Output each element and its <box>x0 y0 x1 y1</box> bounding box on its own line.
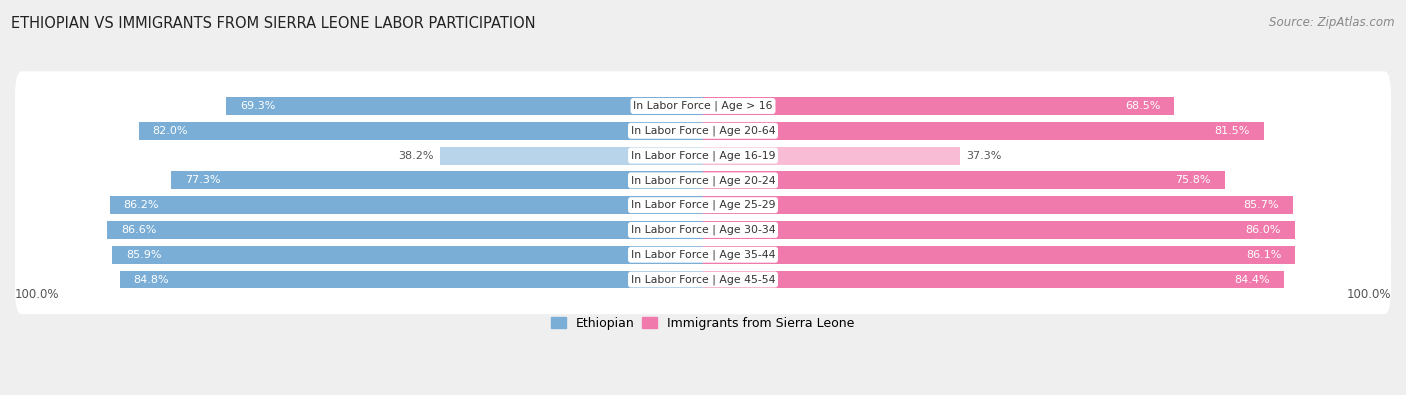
Text: 77.3%: 77.3% <box>186 175 221 185</box>
Text: In Labor Force | Age 35-44: In Labor Force | Age 35-44 <box>631 250 775 260</box>
Text: 86.6%: 86.6% <box>121 225 156 235</box>
Bar <box>703 246 1295 263</box>
Text: 85.9%: 85.9% <box>125 250 162 260</box>
Text: 100.0%: 100.0% <box>15 288 59 301</box>
Text: In Labor Force | Age 30-34: In Labor Force | Age 30-34 <box>631 225 775 235</box>
Legend: Ethiopian, Immigrants from Sierra Leone: Ethiopian, Immigrants from Sierra Leone <box>546 312 860 335</box>
Bar <box>226 97 703 115</box>
Bar <box>703 122 1264 140</box>
Text: 38.2%: 38.2% <box>398 150 433 161</box>
Text: 82.0%: 82.0% <box>153 126 188 136</box>
Text: 81.5%: 81.5% <box>1215 126 1250 136</box>
Text: In Labor Force | Age 16-19: In Labor Force | Age 16-19 <box>631 150 775 161</box>
Bar <box>107 221 703 239</box>
Text: 100.0%: 100.0% <box>1347 288 1391 301</box>
Text: 75.8%: 75.8% <box>1175 175 1211 185</box>
Bar <box>139 122 703 140</box>
Bar <box>120 271 703 288</box>
Text: 85.7%: 85.7% <box>1243 200 1279 210</box>
Bar <box>440 147 703 164</box>
Text: Source: ZipAtlas.com: Source: ZipAtlas.com <box>1270 16 1395 29</box>
Text: 37.3%: 37.3% <box>966 150 1002 161</box>
Bar <box>703 147 960 164</box>
Bar <box>112 246 703 263</box>
Text: 86.1%: 86.1% <box>1246 250 1282 260</box>
Text: ETHIOPIAN VS IMMIGRANTS FROM SIERRA LEONE LABOR PARTICIPATION: ETHIOPIAN VS IMMIGRANTS FROM SIERRA LEON… <box>11 16 536 31</box>
FancyBboxPatch shape <box>15 195 1391 265</box>
Text: In Labor Force | Age 20-24: In Labor Force | Age 20-24 <box>631 175 775 186</box>
FancyBboxPatch shape <box>15 71 1391 141</box>
Text: 86.2%: 86.2% <box>124 200 159 210</box>
Bar <box>703 221 1295 239</box>
Bar <box>172 171 703 189</box>
Bar <box>703 97 1174 115</box>
Text: 84.8%: 84.8% <box>134 275 169 284</box>
FancyBboxPatch shape <box>15 171 1391 240</box>
Text: 68.5%: 68.5% <box>1125 101 1160 111</box>
FancyBboxPatch shape <box>15 146 1391 215</box>
Text: In Labor Force | Age 20-64: In Labor Force | Age 20-64 <box>631 126 775 136</box>
Bar <box>110 196 703 214</box>
Text: 69.3%: 69.3% <box>240 101 276 111</box>
Text: In Labor Force | Age > 16: In Labor Force | Age > 16 <box>633 101 773 111</box>
Text: 86.0%: 86.0% <box>1246 225 1281 235</box>
Bar <box>703 196 1292 214</box>
FancyBboxPatch shape <box>15 245 1391 314</box>
Bar <box>703 171 1225 189</box>
Text: In Labor Force | Age 45-54: In Labor Force | Age 45-54 <box>631 274 775 285</box>
Text: 84.4%: 84.4% <box>1234 275 1270 284</box>
Text: In Labor Force | Age 25-29: In Labor Force | Age 25-29 <box>631 200 775 211</box>
FancyBboxPatch shape <box>15 220 1391 290</box>
Bar <box>703 271 1284 288</box>
FancyBboxPatch shape <box>15 121 1391 190</box>
FancyBboxPatch shape <box>15 96 1391 166</box>
